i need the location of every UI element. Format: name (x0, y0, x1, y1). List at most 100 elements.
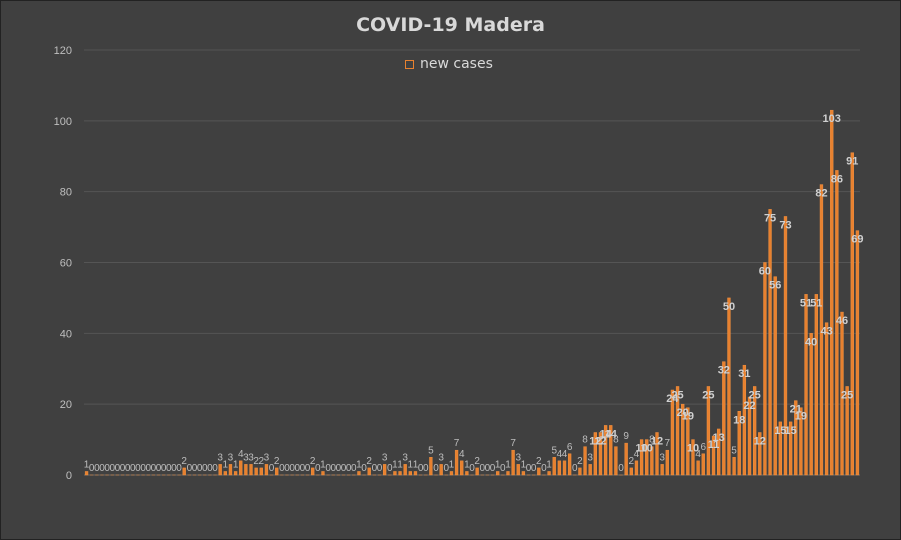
data-label: 0 (289, 463, 295, 474)
data-label: 1 (84, 459, 90, 470)
bar (567, 453, 572, 476)
data-label: 0 (485, 463, 491, 474)
bar (429, 457, 433, 476)
data-label: 1 (408, 459, 414, 470)
bar (449, 471, 454, 476)
data-label: 0 (187, 463, 193, 474)
bar (701, 453, 705, 476)
data-label: 0 (423, 463, 429, 474)
bar (593, 432, 598, 476)
bar (840, 311, 844, 476)
data-label: 15 (774, 425, 786, 437)
data-label: 91 (846, 156, 858, 168)
data-label: 15 (784, 425, 796, 437)
data-label: 10 (635, 443, 647, 455)
data-label: 0 (531, 463, 537, 474)
bar (686, 407, 690, 476)
bar (244, 464, 248, 476)
data-label: 0 (433, 463, 439, 474)
bar (850, 152, 854, 476)
data-label: 19 (682, 411, 694, 423)
bar (814, 294, 818, 476)
data-label: 0 (377, 463, 383, 474)
data-label: 0 (490, 463, 496, 474)
data-label: 6 (567, 442, 573, 453)
data-label: 46 (836, 315, 848, 327)
bar (819, 184, 824, 476)
data-label: 0 (176, 463, 182, 474)
y-tick-label: 0 (66, 470, 72, 482)
bar (382, 464, 387, 476)
bar (367, 467, 371, 476)
bar (732, 457, 736, 476)
data-label: 3 (515, 452, 521, 463)
data-label: 43 (820, 326, 832, 338)
data-label: 0 (161, 463, 167, 474)
bar (722, 361, 726, 476)
bar (506, 471, 510, 476)
data-label: 0 (269, 463, 275, 474)
bar (408, 471, 412, 476)
data-label: 82 (815, 188, 827, 200)
bar (645, 439, 649, 476)
data-label: 40 (805, 336, 817, 348)
data-label: 0 (346, 463, 352, 474)
data-label: 0 (151, 463, 157, 474)
data-label: 3 (248, 452, 254, 463)
bar (588, 464, 592, 476)
bar (752, 386, 757, 476)
bar (218, 464, 222, 476)
data-label: 56 (769, 280, 781, 292)
bar (439, 464, 443, 476)
bar (357, 471, 361, 476)
bar (259, 467, 263, 476)
bar (275, 467, 279, 476)
data-label: 60 (759, 266, 771, 278)
data-label: 0 (372, 463, 378, 474)
data-label: 0 (212, 463, 218, 474)
data-label: 10 (687, 443, 699, 455)
data-label: 32 (718, 365, 730, 377)
bar (321, 471, 325, 476)
data-label: 0 (284, 463, 290, 474)
data-label: 2 (310, 456, 316, 467)
bar (552, 457, 556, 476)
data-label: 0 (444, 463, 450, 474)
data-label: 4 (557, 449, 563, 460)
data-label: 3 (438, 452, 444, 463)
data-label: 12 (594, 436, 606, 448)
data-label: 0 (315, 463, 321, 474)
data-label: 0 (109, 463, 115, 474)
bar (655, 432, 659, 476)
data-label: 0 (207, 463, 213, 474)
legend: new cases (405, 56, 493, 72)
data-label: 0 (279, 463, 285, 474)
data-label: 19 (795, 411, 807, 423)
data-label: 7 (454, 438, 460, 449)
data-label: 3 (264, 452, 270, 463)
data-label: 73 (779, 219, 791, 231)
data-label: 31 (738, 368, 750, 380)
bar (311, 467, 315, 476)
bar (598, 432, 603, 476)
data-label: 11 (708, 439, 720, 451)
data-label: 0 (130, 463, 136, 474)
data-label: 0 (140, 463, 146, 474)
data-label: 0 (305, 463, 311, 474)
data-label: 0 (120, 463, 126, 474)
data-label: 103 (823, 113, 841, 125)
data-label: 5 (428, 445, 434, 456)
data-label: 1 (223, 459, 229, 470)
data-label: 4 (634, 449, 640, 460)
data-label: 0 (479, 463, 485, 474)
data-label: 0 (618, 463, 624, 474)
bar (737, 411, 741, 476)
bar (475, 467, 479, 476)
data-label: 3 (587, 452, 593, 463)
bar (660, 464, 664, 476)
bar (855, 230, 860, 476)
bar (624, 442, 628, 476)
data-label: 24 (666, 393, 679, 405)
data-label: 2 (253, 456, 259, 467)
